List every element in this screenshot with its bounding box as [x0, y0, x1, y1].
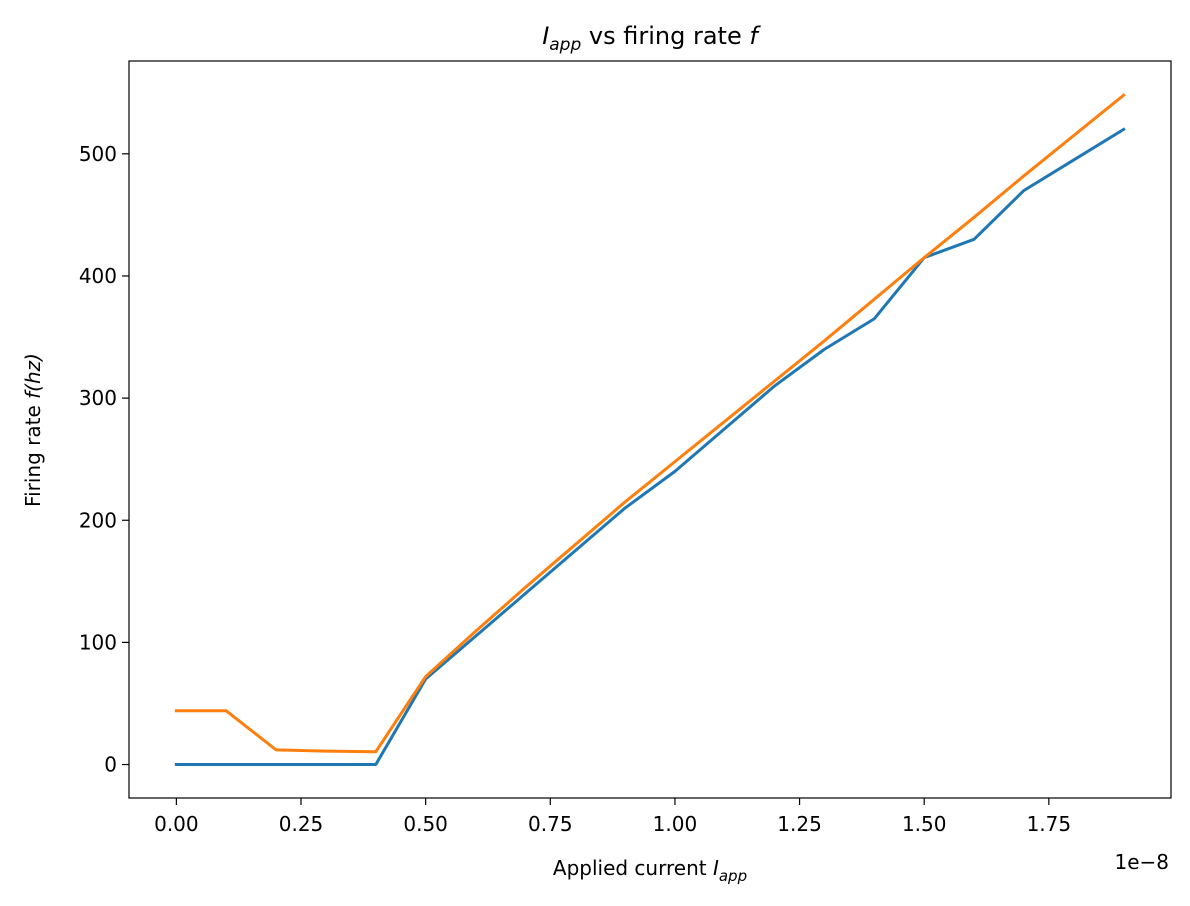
y-axis-title: Firing rate f(hz): [21, 353, 45, 507]
y-tick-label: 500: [79, 142, 117, 166]
x-tick-label: 1.75: [1027, 812, 1072, 836]
x-tick-label: 1.50: [902, 812, 947, 836]
series-layer: [174, 93, 1126, 767]
y-axis: 0 100 200 300 400 500: [79, 142, 129, 777]
x-axis-offset: 1e−8: [1114, 850, 1169, 874]
chart-title: Iapp vs firing rate f: [542, 22, 761, 55]
y-tick-label: 100: [79, 630, 117, 654]
x-tick-label: 0.25: [279, 812, 324, 836]
x-tick-label: 0.00: [154, 812, 199, 836]
y-tick-label: 0: [104, 753, 117, 777]
x-axis: 0.00 0.25 0.50 0.75 1.00 1.25 1.50 1.75: [154, 798, 1071, 836]
x-tick-label: 0.50: [403, 812, 448, 836]
x-tick-label: 0.75: [528, 812, 573, 836]
x-tick-label: 1.25: [777, 812, 822, 836]
y-tick-label: 300: [79, 386, 117, 410]
series-line-1: [174, 127, 1126, 767]
y-tick-label: 200: [79, 508, 117, 532]
y-tick-label: 400: [79, 264, 117, 288]
plot-frame: [128, 60, 1172, 799]
series-line-2: [174, 93, 1126, 754]
x-axis-title: Applied current Iapp: [553, 856, 747, 885]
plot-area: [129, 61, 1171, 798]
x-tick-label: 1.00: [653, 812, 698, 836]
